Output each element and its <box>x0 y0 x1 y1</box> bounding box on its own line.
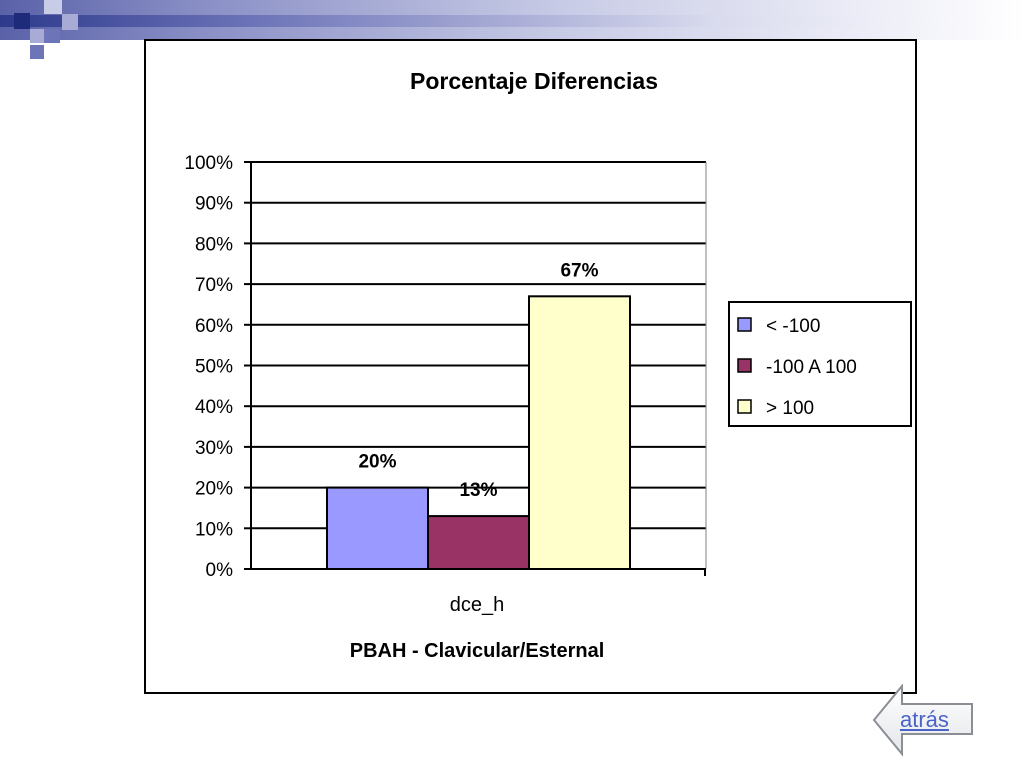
legend-label-3: > 100 <box>766 398 814 419</box>
chart-title: Porcentaje Diferencias <box>410 68 658 94</box>
legend: < -100 -100 A 100 > 100 <box>728 301 912 427</box>
bars <box>326 295 631 571</box>
y-tick-label: 50% <box>195 357 233 378</box>
legend-swatch-1 <box>737 317 752 332</box>
legend-box <box>728 301 912 427</box>
x-category-label: dce_h <box>450 594 505 616</box>
bar-2 <box>427 515 530 570</box>
y-tick-label: 100% <box>184 153 233 174</box>
y-tick-label: 40% <box>195 397 233 418</box>
y-tick-label: 20% <box>195 479 233 500</box>
back-link[interactable]: atrás <box>900 707 949 732</box>
data-label-1: 20% <box>358 452 396 473</box>
back-arrow-icon[interactable] <box>872 683 976 758</box>
data-labels: 20% 13% 67% <box>358 260 598 501</box>
y-tick-label: 0% <box>206 560 234 581</box>
bar-3 <box>528 295 631 570</box>
data-label-3: 67% <box>560 260 598 281</box>
y-tick-label: 80% <box>195 234 233 255</box>
chart-svg: Porcentaje Diferencias 0% 10% 20% 30% 40% 50%… <box>184 68 912 662</box>
y-tick-label: 90% <box>195 194 233 215</box>
y-tick-label: 60% <box>195 316 233 337</box>
y-tick-label: 10% <box>195 519 233 540</box>
legend-swatch-3 <box>737 399 752 414</box>
x-axis-title: PBAH - Clavicular/Esternal <box>350 640 605 662</box>
header-band-strip <box>0 15 1024 27</box>
y-tick-label: 70% <box>195 275 233 296</box>
chart-frame: Porcentaje Diferencias 0% 10% 20% 30% 40% 50%… <box>144 39 917 694</box>
y-tick-label: 30% <box>195 438 233 459</box>
y-axis-ticks: 0% 10% 20% 30% 40% 50% 60% 70% 80% 90% 100% <box>184 153 251 581</box>
data-label-2: 13% <box>459 480 497 501</box>
legend-label-2: -100 A 100 <box>766 357 857 378</box>
legend-label-1: < -100 <box>766 316 820 337</box>
legend-swatch-2 <box>737 358 752 373</box>
gridlines <box>251 161 706 530</box>
bar-1 <box>326 486 429 571</box>
